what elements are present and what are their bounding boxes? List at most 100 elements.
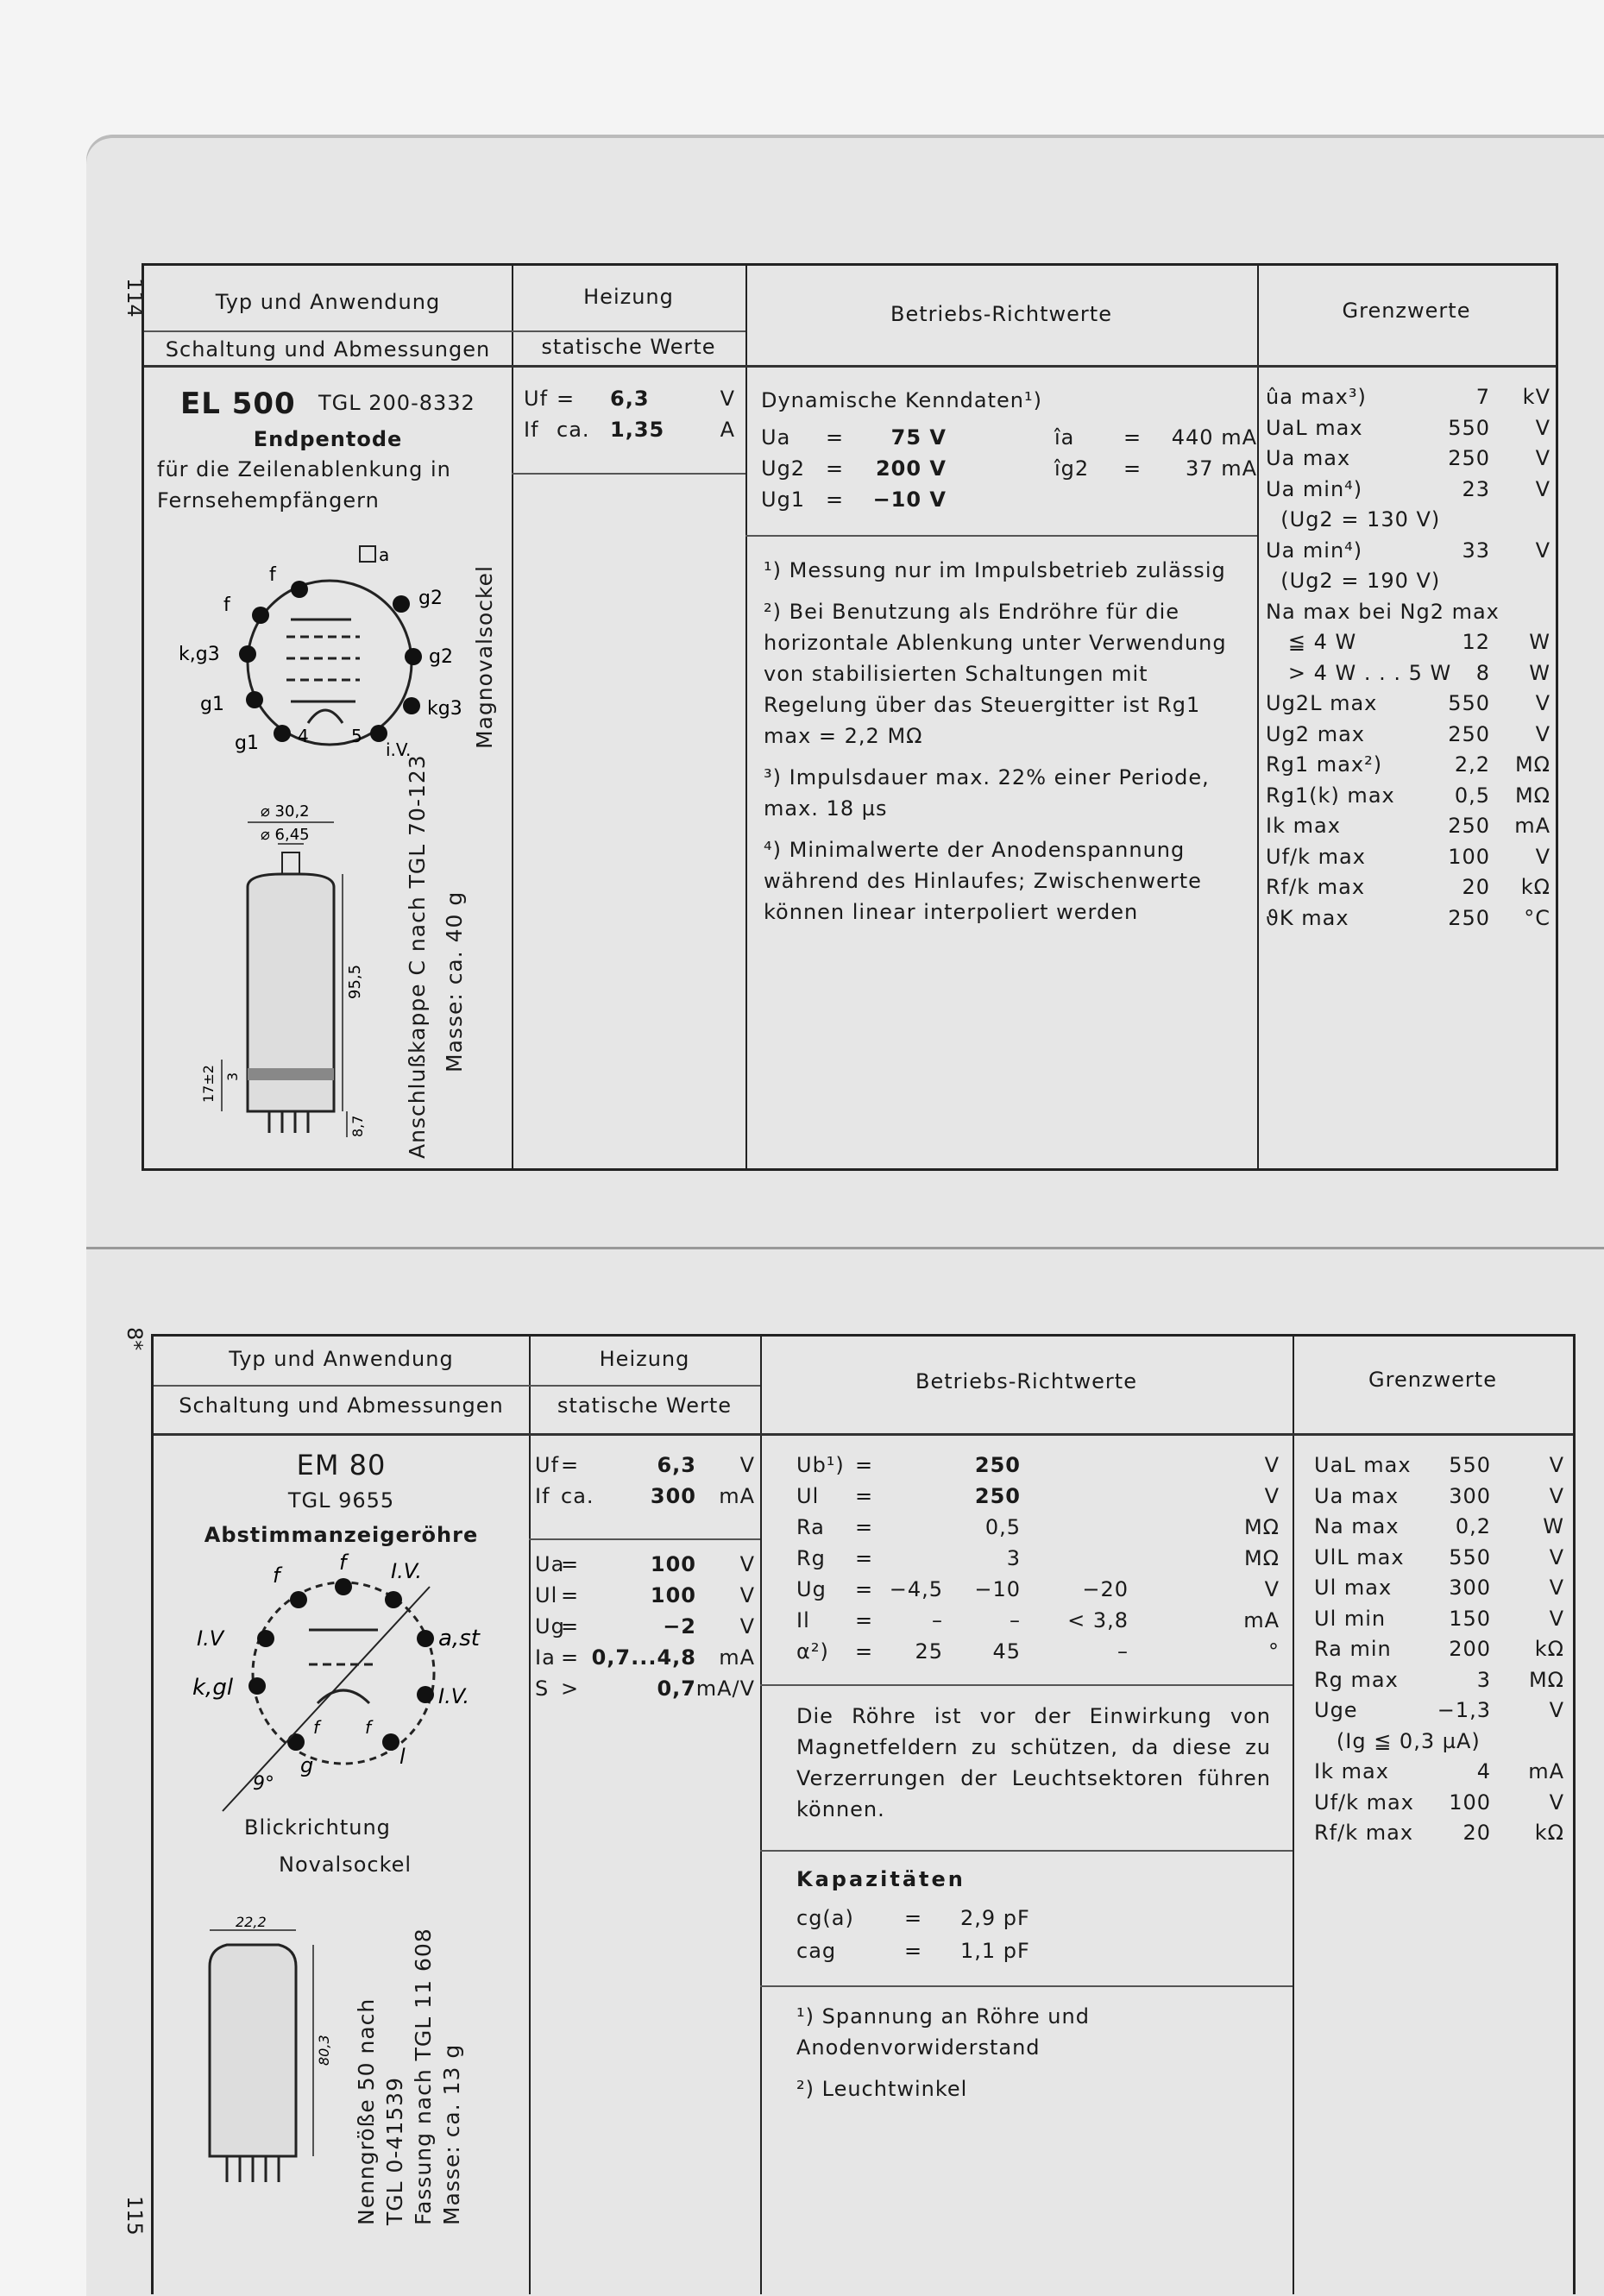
limit-row: Rg1 max²) 2,2 MΩ xyxy=(1266,752,1551,783)
limit-row: Rf/k max 20 kΩ xyxy=(1314,1821,1564,1852)
limit-row-label: (Ig ≦ 0,3 µA) xyxy=(1314,1728,1481,1753)
page-number: 115 xyxy=(123,2196,147,2236)
pin-label: f xyxy=(365,1717,374,1738)
pin-label: g xyxy=(300,1753,313,1777)
limit-row-label: Uf/k max xyxy=(1266,844,1366,869)
header-heating: Heizung xyxy=(583,285,674,309)
operating-row-unit: ° xyxy=(1268,1639,1280,1664)
operating-row-op: = xyxy=(855,1608,874,1632)
limit-row-unit: V xyxy=(1535,691,1551,715)
limit-row-label: Ra min xyxy=(1314,1637,1392,1661)
operating-row-v1: 25 xyxy=(915,1639,943,1664)
tube-outline: 22,2 80,3 xyxy=(208,1915,332,2182)
side-note: Fassung nach TGL 11 608 xyxy=(411,1928,436,2225)
operating-row-v2: 3 xyxy=(1006,1546,1021,1570)
pin-label: f xyxy=(269,564,277,586)
limit-row-label: Ua max xyxy=(1266,446,1351,470)
limit-row-label: Ua min⁴) xyxy=(1266,476,1363,501)
operating-row-unit: V xyxy=(1264,1453,1280,1477)
limit-row: Ik max 250 mA xyxy=(1266,814,1551,845)
limit-row-val: 20 xyxy=(1462,1821,1491,1845)
capacitance-row-op: = xyxy=(904,1906,923,1930)
capacitances-title: Kapazitäten xyxy=(796,1867,966,1891)
static-row-op: = xyxy=(561,1614,580,1639)
limit-row-val: 33 xyxy=(1462,538,1490,563)
header-type: Typ und Anwendung xyxy=(215,290,441,314)
operating-row-v1: −4,5 xyxy=(889,1577,943,1601)
operating-row-v2: −10 xyxy=(974,1577,1021,1601)
operating-row-unit: V xyxy=(1264,1577,1280,1601)
pin-label: I.V xyxy=(197,1626,225,1651)
limit-row-label: Ik max xyxy=(1266,814,1341,838)
limit-row: ϑK max 250 °C xyxy=(1266,906,1551,937)
pin-label: g2 xyxy=(429,646,453,668)
limit-row-label: UaL max xyxy=(1314,1453,1412,1477)
heating-row-op: = xyxy=(561,1453,580,1477)
capacitance-row: cag = 1,1 pF xyxy=(796,1939,1142,1970)
dynamic-row-sym: Ug2 xyxy=(761,456,806,481)
operating-row-op: = xyxy=(855,1484,874,1508)
header-circuit: Schaltung und Abmessungen xyxy=(179,1393,504,1418)
limit-row-label: Rg1 max²) xyxy=(1266,752,1383,777)
heating-row-op: ca. xyxy=(561,1484,594,1508)
limit-row: UaL max 550 V xyxy=(1266,416,1551,447)
tgl-number: TGL 9655 xyxy=(287,1488,395,1513)
operating-row: Ul = 250 V xyxy=(796,1484,1280,1515)
limit-row-label: UaL max xyxy=(1266,415,1363,440)
limit-row-label: (Ug2 = 190 V) xyxy=(1266,569,1441,593)
static-row-sym: Ul xyxy=(535,1583,558,1607)
dimension-label: 22,2 xyxy=(236,1915,267,1930)
limit-row-unit: W xyxy=(1529,630,1551,654)
dynamic-row: Ug1 = −10 V xyxy=(761,488,1257,519)
limit-row-unit: kΩ xyxy=(1534,1637,1564,1661)
dynamic-row-val: −10 V xyxy=(872,488,947,512)
header-type: Typ und Anwendung xyxy=(229,1347,454,1371)
dynamic-row-sym2: îa xyxy=(1054,425,1075,450)
heating-row: Uf = 6,3 V xyxy=(524,387,735,418)
limit-row-label: Rg1(k) max xyxy=(1266,783,1395,808)
dynamic-row-val: 200 V xyxy=(875,456,947,481)
limit-row-val: 2,2 xyxy=(1454,752,1490,777)
limit-row-label: UlL max xyxy=(1314,1544,1405,1569)
usage-text: für die Zeilenablenkung in xyxy=(157,457,451,481)
limit-row: Rg max 3 MΩ xyxy=(1314,1668,1564,1699)
footnote: ¹) Spannung an Röhre und Anodenvorwiders… xyxy=(796,2004,1090,2060)
limit-row: Ul max 300 V xyxy=(1314,1576,1564,1607)
usage-text: Fernsehempfängern xyxy=(157,488,380,513)
pin-label: l xyxy=(399,1745,406,1769)
pin-label: g1 xyxy=(235,733,259,754)
static-row-val: 100 xyxy=(650,1583,696,1607)
limit-row-val: 8 xyxy=(1475,660,1490,685)
operating-row-v2: – xyxy=(1010,1608,1021,1632)
static-row: Ug = −2 V xyxy=(535,1614,755,1645)
limit-row-val: 4 xyxy=(1476,1759,1491,1783)
pin-label: I.V. xyxy=(391,1559,422,1583)
static-row-unit: V xyxy=(739,1552,755,1576)
side-note: TGL 0-41539 xyxy=(382,2077,407,2225)
static-row-op: > xyxy=(561,1676,580,1701)
limit-row-unit: V xyxy=(1549,1698,1564,1722)
limit-row-val: 550 xyxy=(1448,415,1490,440)
operating-row-v2: 0,5 xyxy=(984,1515,1021,1539)
limit-row-label: Ua min⁴) xyxy=(1266,538,1363,563)
static-row-sym: Ua xyxy=(535,1552,565,1576)
capacitance-row-op: = xyxy=(904,1939,923,1963)
limit-row: Rf/k max 20 kΩ xyxy=(1266,875,1551,906)
operating-row-unit: mA xyxy=(1243,1608,1280,1632)
static-row: Ua = 100 V xyxy=(535,1552,755,1583)
limit-row: Na max bei Ng2 max xyxy=(1266,600,1551,631)
limit-row-val: 23 xyxy=(1462,476,1490,501)
heating-row-unit: A xyxy=(720,418,735,442)
limit-row-label: Ik max xyxy=(1314,1759,1389,1783)
limit-row: Rg1(k) max 0,5 MΩ xyxy=(1266,783,1551,815)
limit-row-unit: MΩ xyxy=(1514,752,1551,777)
operating-row-sym: Rg xyxy=(796,1546,826,1570)
limit-row-unit: V xyxy=(1549,1606,1564,1631)
tube-class: Endpentode xyxy=(253,427,403,451)
static-row-sym: Ia xyxy=(535,1645,556,1670)
limit-row-val: 250 xyxy=(1448,814,1490,838)
dynamic-row-op: = xyxy=(826,425,845,450)
operating-row: Rg = 3 MΩ xyxy=(796,1546,1280,1577)
limit-row-unit: kΩ xyxy=(1520,875,1551,899)
limit-row-val: 0,5 xyxy=(1454,783,1490,808)
